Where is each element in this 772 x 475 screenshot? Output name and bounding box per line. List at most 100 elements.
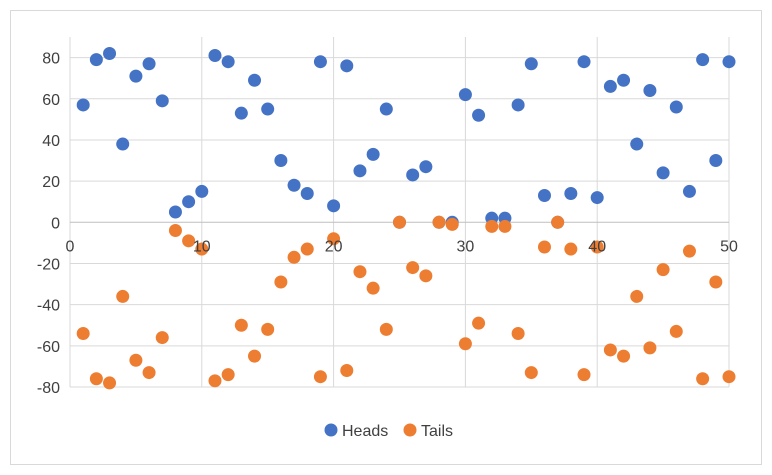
x-tick-label: 20 [325, 238, 343, 255]
x-tick-label: 10 [193, 238, 211, 255]
point-heads [300, 186, 314, 200]
point-tails [116, 289, 130, 303]
y-tick-label: 40 [42, 133, 60, 150]
y-tick-label: -80 [37, 380, 60, 397]
point-heads [630, 137, 644, 151]
point-tails [182, 234, 196, 248]
point-tails [498, 219, 512, 233]
point-tails [577, 368, 591, 382]
point-tails [432, 215, 446, 229]
point-heads [709, 154, 723, 168]
point-tails [524, 366, 538, 380]
point-heads [142, 57, 156, 71]
point-heads [669, 100, 683, 114]
point-heads [656, 166, 670, 180]
legend-marker-tails [403, 423, 417, 437]
point-tails [696, 372, 710, 386]
point-tails [709, 275, 723, 289]
point-tails [300, 242, 314, 256]
point-tails [287, 250, 301, 264]
y-tick-label: -20 [37, 256, 60, 273]
point-heads [696, 53, 710, 67]
point-heads [221, 55, 235, 69]
point-tails [511, 326, 525, 340]
point-heads [617, 73, 631, 87]
point-tails [643, 341, 657, 355]
point-heads [366, 147, 380, 161]
point-heads [353, 164, 367, 178]
x-axis-ticks: 0 10 20 30 40 50 [66, 238, 738, 255]
point-tails [76, 326, 90, 340]
point-tails [89, 372, 103, 386]
point-tails [617, 349, 631, 363]
point-tails [221, 368, 235, 382]
y-tick-label: -40 [37, 298, 60, 315]
point-tails [313, 370, 327, 384]
point-heads [76, 98, 90, 112]
x-tick-label: 30 [457, 238, 475, 255]
point-tails [590, 240, 604, 254]
point-heads [406, 168, 420, 182]
x-tick-label: 50 [720, 238, 738, 255]
point-tails [261, 322, 275, 336]
point-tails [669, 324, 683, 338]
x-tick-label: 0 [66, 238, 75, 255]
point-tails [155, 331, 169, 345]
legend-label-heads: Heads [342, 423, 388, 440]
gridlines [69, 37, 730, 388]
point-heads [208, 49, 222, 63]
point-heads [590, 191, 604, 205]
point-tails [366, 281, 380, 295]
point-tails [353, 265, 367, 279]
point-heads [340, 59, 354, 73]
point-tails [129, 353, 143, 367]
point-heads [274, 154, 288, 168]
scatter-chart: 80 60 40 20 0 -20 -40 -60 -80 0 10 20 30 40 50 Heads … [37, 37, 738, 440]
data-points [76, 46, 736, 390]
point-heads [89, 53, 103, 67]
point-heads [261, 102, 275, 116]
point-tails [274, 275, 288, 289]
point-tails [393, 215, 406, 229]
x-tick-label: 40 [588, 238, 606, 255]
point-tails [472, 316, 486, 330]
point-heads [722, 55, 736, 69]
point-tails [168, 224, 182, 238]
point-heads [287, 178, 301, 192]
point-tails [248, 349, 262, 363]
point-tails [195, 242, 209, 256]
y-tick-label: 60 [42, 92, 60, 109]
point-tails [142, 366, 156, 380]
point-tails [656, 263, 670, 277]
point-tails [340, 364, 354, 378]
point-tails [103, 376, 117, 390]
point-heads [327, 199, 341, 213]
point-tails [327, 232, 341, 246]
point-heads [234, 106, 248, 120]
point-heads [313, 55, 327, 69]
chart-frame: 80 60 40 20 0 -20 -40 -60 -80 0 10 20 30 40 50 Heads … [10, 10, 762, 465]
legend-label-tails: Tails [421, 423, 453, 440]
point-heads [116, 137, 130, 151]
point-heads [182, 195, 196, 209]
point-tails [406, 261, 420, 275]
point-tails [630, 289, 644, 303]
point-heads [682, 184, 696, 198]
point-heads [129, 69, 143, 83]
y-axis-ticks: 80 60 40 20 0 -20 -40 -60 -80 [37, 51, 60, 397]
point-heads [603, 79, 617, 93]
point-heads [643, 84, 657, 98]
point-heads [564, 186, 578, 200]
point-tails [603, 343, 617, 357]
y-tick-label: -60 [37, 339, 60, 356]
point-tails [379, 322, 393, 336]
point-heads [155, 94, 169, 108]
point-heads [472, 108, 486, 122]
point-tails [419, 269, 433, 283]
point-tails [722, 370, 736, 384]
y-tick-label: 0 [51, 215, 60, 232]
point-heads [419, 160, 433, 174]
point-tails [682, 244, 696, 258]
point-tails [445, 217, 459, 231]
y-tick-label: 20 [42, 174, 60, 191]
